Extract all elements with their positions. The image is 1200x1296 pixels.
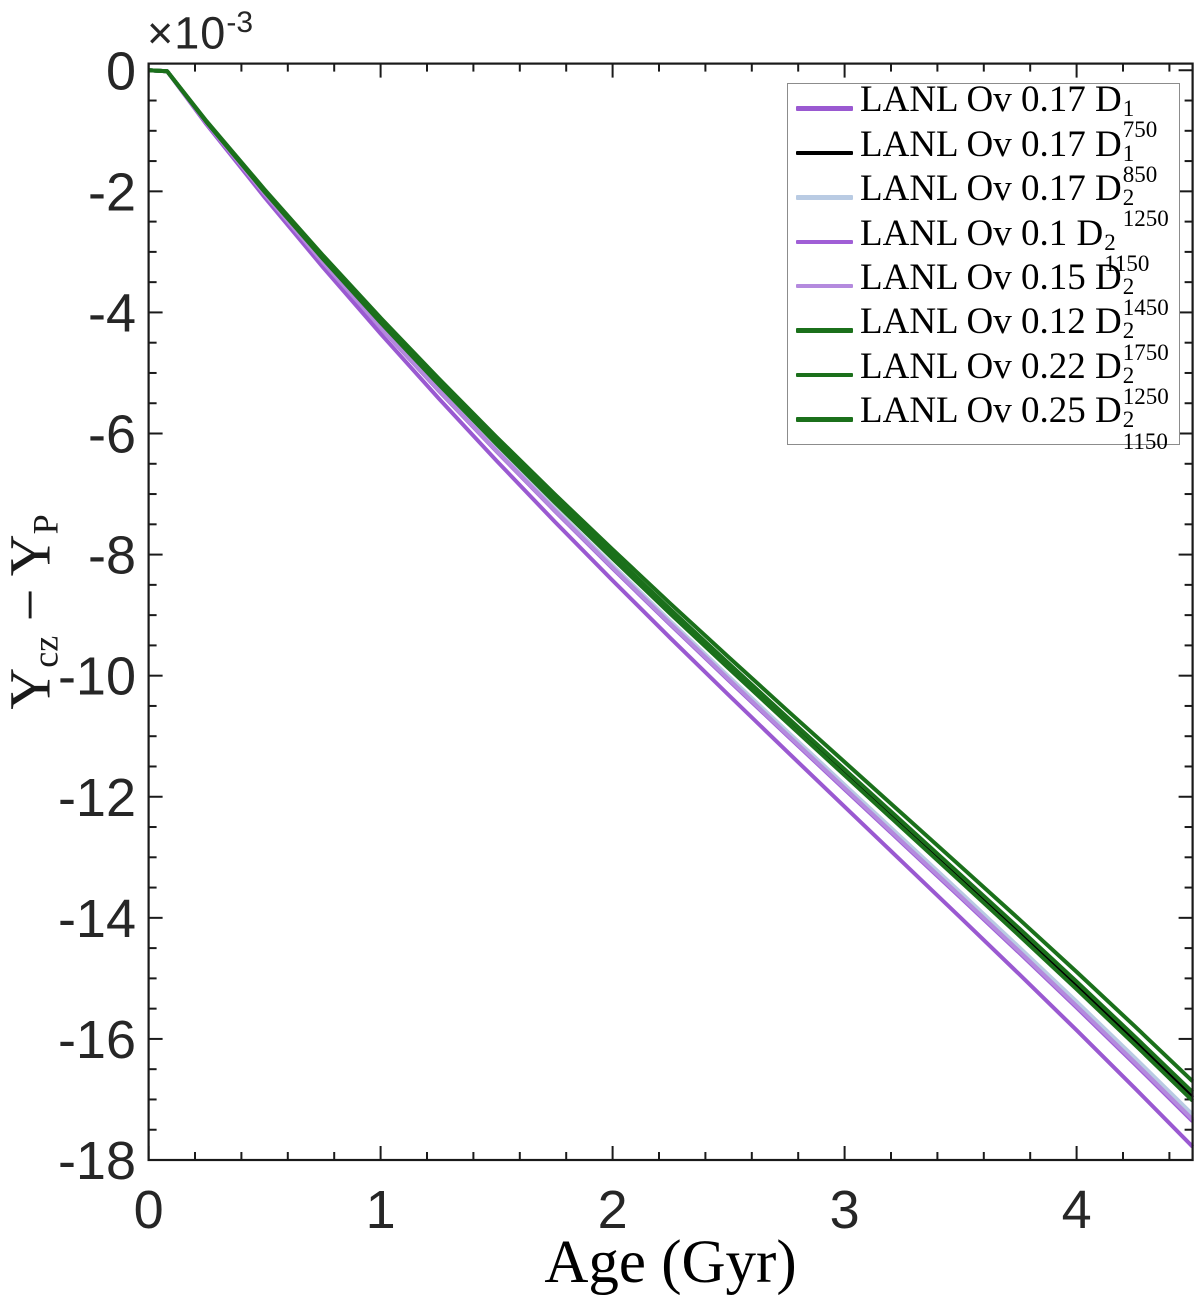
legend-item-label: LANL Ov 0.25 D 2 1150 [860, 390, 1168, 452]
legend-item-6: LANL Ov 0.12 D 2 1750 [788, 303, 1179, 364]
y-tick-label: -18 [58, 1131, 136, 1191]
legend-item-1: LANL Ov 0.17 D 1 750 [788, 81, 1179, 142]
legend-line-swatch [796, 195, 853, 200]
legend-label-prefix: LANL Ov 0.15 D [860, 257, 1122, 299]
legend-item-label: LANL Ov 0.22 D 2 1250 [860, 345, 1169, 408]
y-axis-multiplier: ×10-3 [147, 6, 253, 60]
legend-item-4: LANL Ov 0.1 D 2 1150 [788, 215, 1179, 275]
legend-item-label: LANL Ov 0.17 D 1 750 [860, 79, 1157, 141]
legend-item-5: LANL Ov 0.15 D 2 1450 [788, 259, 1179, 319]
legend-label-subscript: 1150 [1122, 428, 1168, 454]
y-tick-label: -14 [58, 889, 136, 949]
ylabel-sub2: P [25, 514, 66, 535]
multiplier-exponent: -3 [226, 6, 254, 39]
legend-item-3: LANL Ov 0.17 D 2 1250 [788, 170, 1179, 230]
legend-label-scripts: 2 1250 [1122, 362, 1169, 410]
legend-item-2: LANL Ov 0.17 D 1 850 [788, 126, 1179, 186]
y-tick-label: 0 [106, 41, 136, 101]
ylabel-Y1: Y [0, 667, 63, 710]
y-tick-label: -2 [88, 162, 136, 222]
legend-item-7: LANL Ov 0.22 D 2 1250 [788, 348, 1179, 408]
legend-label-superscript: 2 [1122, 185, 1135, 211]
legend-item-8: LANL Ov 0.25 D 2 1150 [788, 392, 1179, 453]
legend-line-swatch [796, 239, 853, 244]
legend-label-subscript: 750 [1122, 117, 1158, 143]
legend-line-swatch [796, 417, 853, 422]
legend-label-superscript: 1 [1122, 96, 1135, 122]
legend-label-scripts: 2 1150 [1122, 407, 1168, 454]
legend-line-swatch [796, 283, 853, 289]
legend-label-scripts: 2 1750 [1122, 318, 1169, 365]
legend-label-subscript: 1150 [1104, 250, 1150, 276]
legend-item-label: LANL Ov 0.17 D 2 1250 [860, 168, 1169, 230]
legend-line-swatch [796, 150, 853, 156]
legend-label-scripts: 1 750 [1122, 96, 1158, 143]
x-axis-label: Age (Gyr) [544, 1229, 797, 1296]
axis-ticks [147, 63, 1193, 1161]
x-tick-label: 3 [830, 1180, 860, 1240]
legend-label-superscript: 2 [1122, 318, 1135, 344]
legend-label-superscript: 2 [1122, 362, 1135, 388]
x-tick-label: 2 [598, 1180, 628, 1240]
legend-label-prefix: LANL Ov 0.22 D [860, 345, 1122, 387]
legend-label-scripts: 1 850 [1122, 140, 1158, 187]
data-line-8 [148, 68, 1194, 1083]
ylabel-Y2: Y [0, 534, 63, 577]
legend-item-label: LANL Ov 0.1 D 2 1150 [860, 212, 1149, 275]
x-tick-label: 4 [1062, 1180, 1092, 1240]
legend-label-prefix: LANL Ov 0.12 D [860, 301, 1122, 343]
y-tick-label: -16 [58, 1010, 136, 1070]
y-tick-label: -4 [88, 283, 136, 343]
legend-label-scripts: 2 1450 [1122, 274, 1169, 321]
legend-line-swatch [796, 106, 853, 111]
legend-label-subscript: 1250 [1122, 384, 1169, 410]
legend-item-label: LANL Ov 0.15 D 2 1450 [860, 257, 1169, 319]
legend-label-subscript: 1250 [1122, 206, 1169, 232]
legend-label-superscript: 2 [1104, 229, 1116, 255]
legend-item-label: LANL Ov 0.17 D 1 850 [860, 123, 1157, 186]
legend-label-scripts: 2 1250 [1122, 185, 1169, 232]
legend-label-subscript: 1450 [1122, 295, 1169, 321]
legend-label-prefix: LANL Ov 0.1 D [860, 212, 1104, 254]
y-tick-label: -12 [58, 768, 136, 828]
data-line-1 [148, 68, 1195, 1149]
legend-line-swatch [796, 372, 853, 378]
y-tick-label: -8 [88, 526, 136, 586]
legend-label-superscript: 2 [1122, 274, 1135, 300]
legend-label-subscript: 850 [1122, 161, 1158, 187]
legend-label-superscript: 2 [1122, 407, 1135, 433]
tick-labels: 0 1 2 3 4 0 -2 -4 -6 -8 -10 -12 -14 -16 -18 [58, 41, 1092, 1240]
x-tick-label: 0 [134, 1180, 164, 1240]
legend-label-subscript: 1750 [1122, 339, 1169, 365]
x-tick-label: 1 [366, 1180, 396, 1240]
axes-box [147, 62, 1194, 1162]
y-tick-label: -6 [88, 405, 136, 465]
y-tick-label: -10 [58, 647, 136, 707]
ylabel-minus: − [0, 576, 63, 636]
legend: LANL Ov 0.17 D 1 750 LANL Ov 0.17 D 1 850 LANL… [787, 81, 1180, 453]
ylabel-sub1: cz [25, 635, 66, 668]
multiplier-base: ×10 [147, 7, 227, 59]
legend-label-prefix: LANL Ov 0.25 D [860, 390, 1122, 432]
y-axis-label: Ycz − YP [0, 440, 69, 785]
legend-label-prefix: LANL Ov 0.17 D [860, 79, 1122, 121]
legend-label-prefix: LANL Ov 0.17 D [860, 168, 1122, 210]
legend-label-superscript: 1 [1122, 140, 1135, 166]
legend-item-label: LANL Ov 0.12 D 2 1750 [860, 301, 1169, 363]
legend-label-scripts: 2 1150 [1104, 229, 1150, 276]
data-lines [148, 68, 1195, 1149]
legend-line-swatch [796, 328, 853, 333]
legend-label-prefix: LANL Ov 0.17 D [860, 123, 1122, 165]
